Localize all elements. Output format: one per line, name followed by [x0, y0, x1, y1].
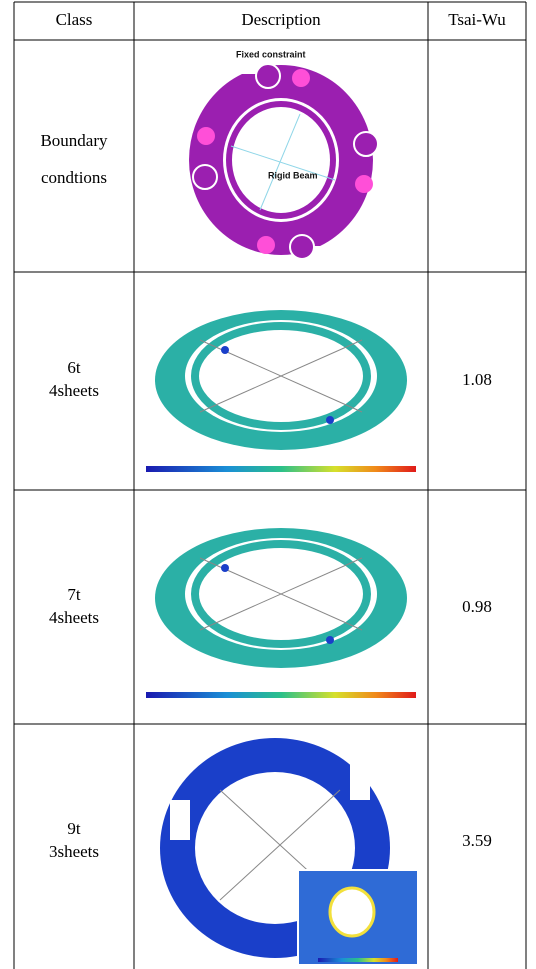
tsai-wu-cell: 3.59	[462, 831, 492, 850]
class-cell: 3sheets	[49, 842, 99, 861]
annotation: Fixed constraint	[236, 49, 306, 59]
class-cell: 9t	[67, 819, 81, 838]
tsai-wu-cell: 0.98	[462, 597, 492, 616]
stress-image	[146, 528, 416, 698]
page: Class Description Tsai-Wu Fixed constrai…	[0, 0, 536, 969]
class-cell: 4sheets	[49, 608, 99, 627]
table: Class Description Tsai-Wu Fixed constrai…	[0, 0, 536, 969]
header-cell: Description	[241, 10, 321, 29]
header-cell: Class	[56, 10, 93, 29]
class-cell: 7t	[67, 585, 81, 604]
header-cell: Tsai-Wu	[448, 10, 506, 29]
stress-image	[146, 300, 416, 472]
boundary-image	[170, 62, 392, 259]
annotation: Rigid Beam	[268, 170, 318, 180]
class-cell: 6t	[67, 358, 81, 377]
tsai-wu-cell: 1.08	[462, 370, 492, 389]
class-cell: 4sheets	[49, 381, 99, 400]
class-cell: Boundary	[40, 131, 108, 150]
stress-image	[160, 738, 418, 965]
class-cell: condtions	[41, 168, 107, 187]
